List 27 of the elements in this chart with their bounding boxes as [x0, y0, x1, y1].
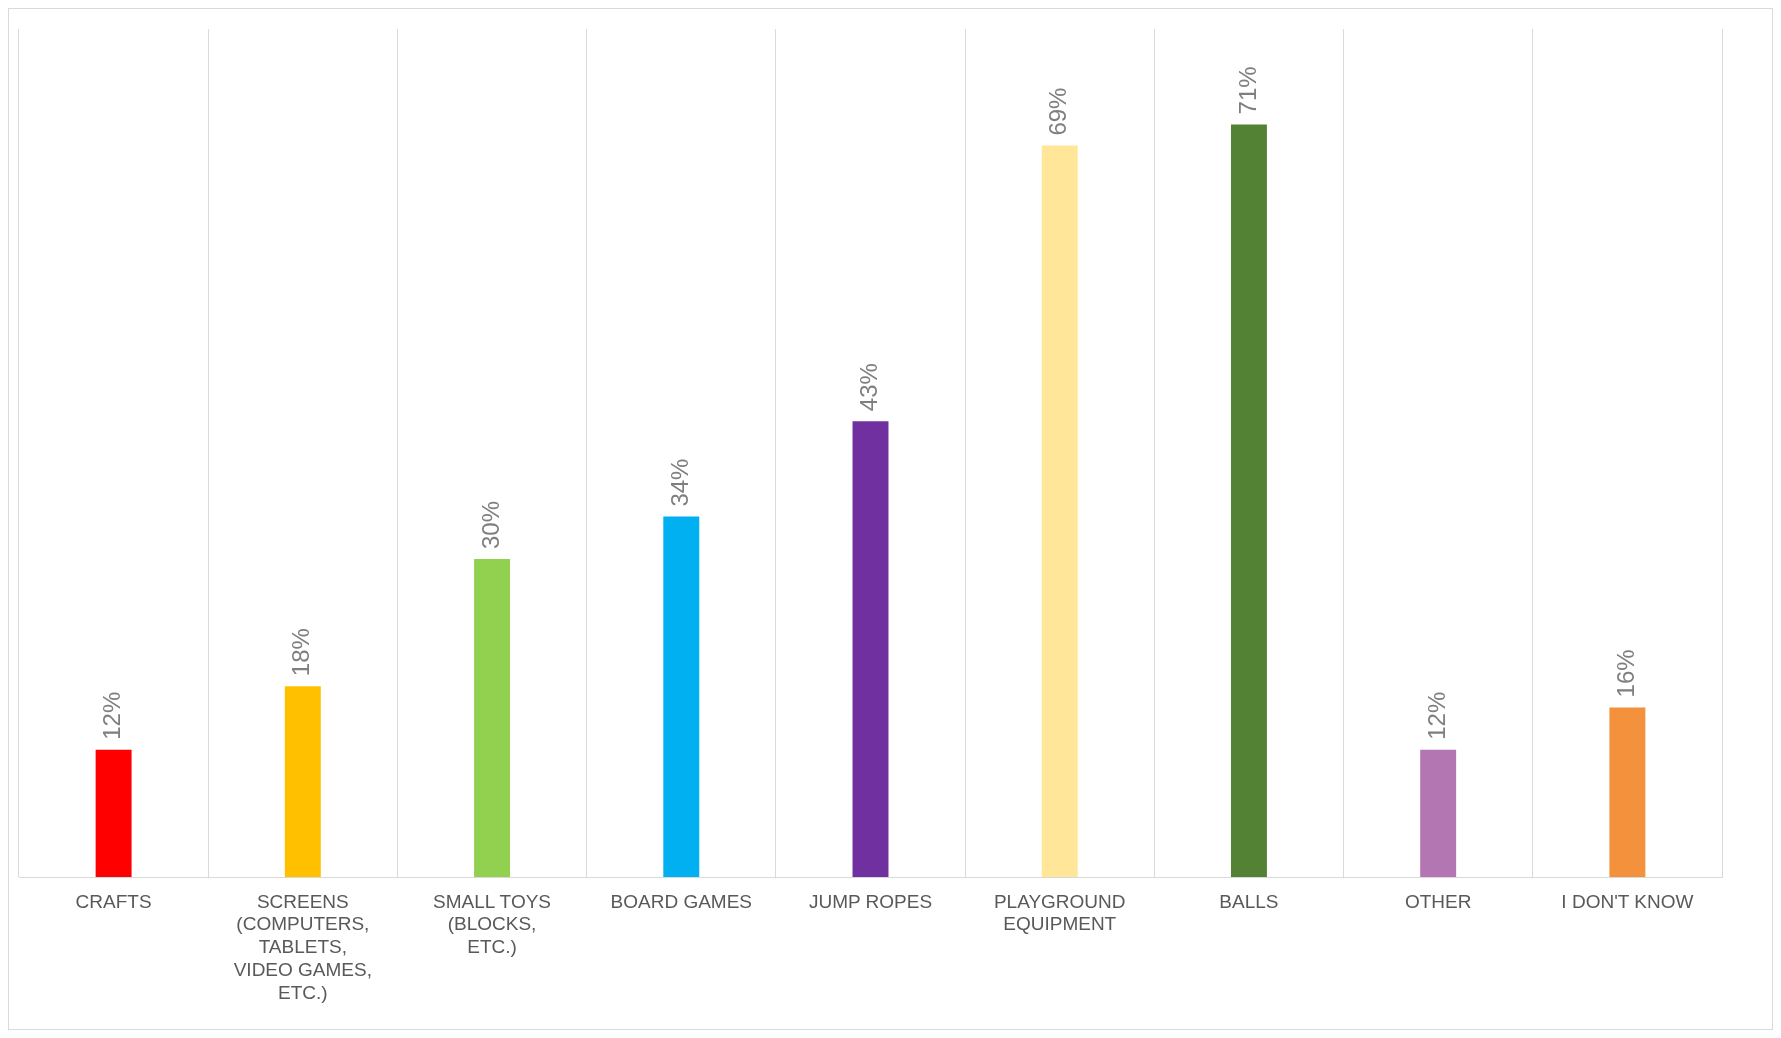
- x-tick-label: CRAFTS: [75, 890, 152, 912]
- data-label: 34%: [665, 458, 693, 507]
- bar: [663, 516, 700, 877]
- data-label: 71%: [1233, 66, 1261, 115]
- bar: [1420, 749, 1457, 877]
- x-tick-label: PLAYGROUND EQUIPMENT: [993, 890, 1126, 935]
- x-tick-label: SMALL TOYS (BLOCKS, ETC.): [433, 890, 552, 958]
- bar: [284, 686, 321, 877]
- data-label: 18%: [287, 628, 315, 677]
- bar: [1609, 707, 1646, 877]
- bar: [474, 559, 511, 877]
- bar: [95, 749, 132, 877]
- bar: [1230, 124, 1267, 877]
- data-label: 30%: [476, 500, 504, 549]
- data-label: 16%: [1612, 649, 1640, 698]
- data-label: 43%: [855, 363, 883, 412]
- x-tick-label: SCREENS (COMPUTERS, TABLETS, VIDEO GAMES, ETC.): [233, 890, 372, 1003]
- x-tick-label: BOARD GAMES: [610, 890, 753, 912]
- data-label: 12%: [1422, 691, 1450, 740]
- x-tick-label: I DON'T KNOW: [1561, 890, 1694, 912]
- bar: [1041, 145, 1078, 877]
- data-label: 69%: [1044, 87, 1072, 136]
- x-tick-label: BALLS: [1219, 890, 1279, 912]
- data-label: 12%: [98, 691, 126, 740]
- bar: [852, 421, 889, 877]
- x-tick-label: JUMP ROPES: [808, 890, 933, 912]
- x-tick-label: OTHER: [1404, 890, 1472, 912]
